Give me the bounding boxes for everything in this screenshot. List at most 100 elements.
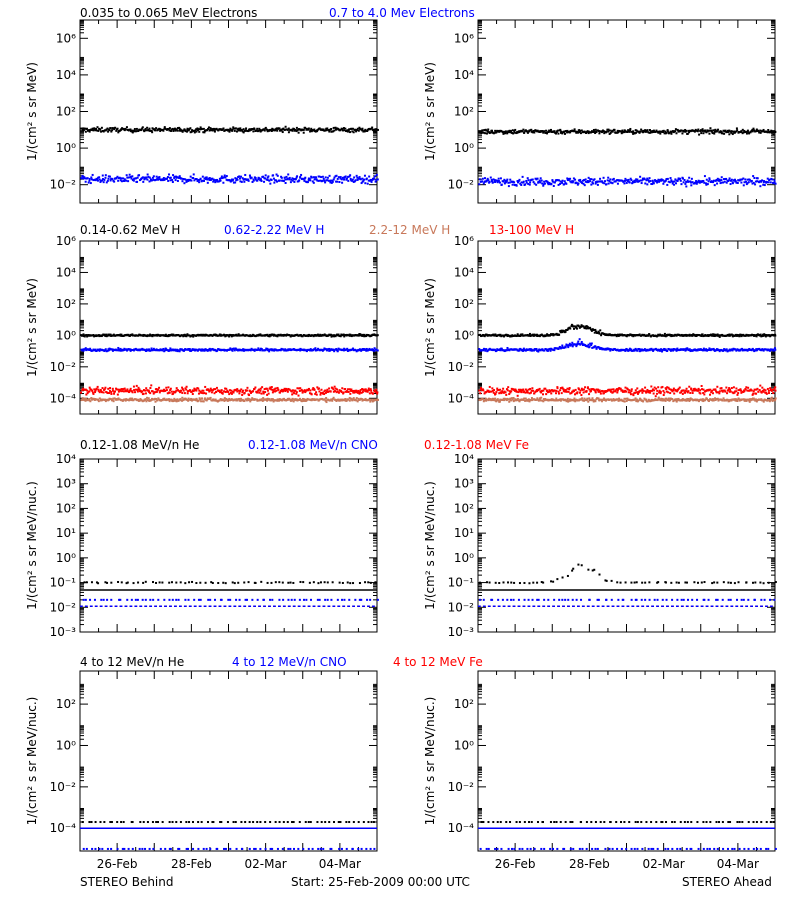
chart-row-1: 0.14-0.62 MeV H 0.62-2.22 MeV H 2.2-12 MeV… [25, 223, 777, 415]
data-point [114, 126, 117, 129]
data-point [252, 334, 255, 337]
data-point [329, 399, 332, 402]
data-point [599, 390, 602, 393]
data-point [516, 180, 519, 183]
data-point [272, 174, 275, 177]
data-point [702, 132, 705, 135]
data-point [210, 391, 213, 394]
data-point [149, 399, 152, 402]
data-point [308, 392, 311, 395]
data-point [216, 180, 219, 183]
data-point [239, 334, 242, 337]
data-point [743, 334, 746, 337]
data-point [336, 333, 339, 336]
data-point [295, 126, 298, 129]
data-point [122, 177, 125, 180]
data-point [641, 388, 644, 391]
data-point [698, 181, 701, 184]
data-point [730, 348, 733, 351]
data-point [313, 128, 316, 131]
data-point [327, 334, 330, 337]
data-point [574, 130, 577, 133]
data-point [315, 393, 318, 396]
data-point [547, 390, 550, 393]
data-point [343, 176, 346, 179]
data-point [535, 178, 538, 181]
data-point [597, 390, 600, 393]
data-point [580, 340, 583, 343]
data-point [483, 177, 486, 180]
data-point [84, 334, 87, 337]
data-point [710, 334, 713, 337]
data-point [511, 129, 514, 132]
data-point [513, 181, 516, 184]
data-point [311, 398, 314, 401]
data-point [304, 180, 307, 183]
data-point [83, 388, 86, 391]
data-point [530, 348, 533, 351]
data-point [492, 333, 495, 336]
data-point [755, 348, 758, 351]
data-point [624, 177, 627, 180]
data-point [639, 348, 642, 351]
data-point [774, 348, 777, 351]
data-point [648, 131, 651, 134]
data-point [182, 335, 185, 338]
data-point [546, 132, 549, 135]
data-point [88, 130, 91, 133]
data-point [535, 389, 538, 392]
data-point [738, 131, 741, 134]
data-point [291, 397, 294, 400]
data-point [563, 183, 566, 186]
data-point [104, 398, 107, 401]
data-point [195, 348, 198, 351]
data-point [101, 179, 104, 182]
data-point [514, 388, 517, 391]
data-point [213, 179, 216, 182]
data-point [509, 391, 512, 394]
y-tick-label: 10⁰ [56, 141, 76, 155]
data-point [754, 180, 757, 183]
data-point [632, 181, 635, 184]
plot-frame [79, 19, 378, 204]
data-point [725, 177, 728, 180]
data-point [690, 177, 693, 180]
data-point [336, 180, 339, 183]
data-point [101, 349, 104, 352]
data-point [770, 129, 773, 132]
data-point [185, 385, 188, 388]
data-point [589, 342, 592, 345]
data-point [235, 179, 238, 182]
data-point [333, 385, 336, 388]
data-point [636, 392, 639, 395]
data-point [643, 348, 646, 351]
data-point [187, 397, 190, 400]
data-point [272, 334, 275, 337]
data-point [326, 179, 329, 182]
data-point [331, 179, 334, 182]
data-point [341, 348, 344, 351]
data-point [700, 334, 703, 337]
data-point [660, 130, 663, 133]
data-point [557, 347, 560, 350]
data-point [557, 179, 560, 182]
data-point [696, 349, 699, 352]
data-point [513, 131, 516, 134]
data-point [275, 179, 278, 182]
data-point [670, 179, 673, 182]
data-point [304, 349, 307, 352]
data-point [524, 183, 527, 186]
data-point [521, 130, 524, 133]
data-point [483, 392, 486, 395]
data-point [129, 175, 132, 178]
data-point [133, 177, 136, 180]
data-point [302, 399, 305, 402]
data-point [116, 349, 119, 352]
data-point [319, 392, 322, 395]
data-point [361, 129, 364, 132]
data-point [213, 130, 216, 133]
data-point [279, 390, 282, 393]
data-point [355, 130, 358, 133]
data-point [579, 178, 582, 181]
